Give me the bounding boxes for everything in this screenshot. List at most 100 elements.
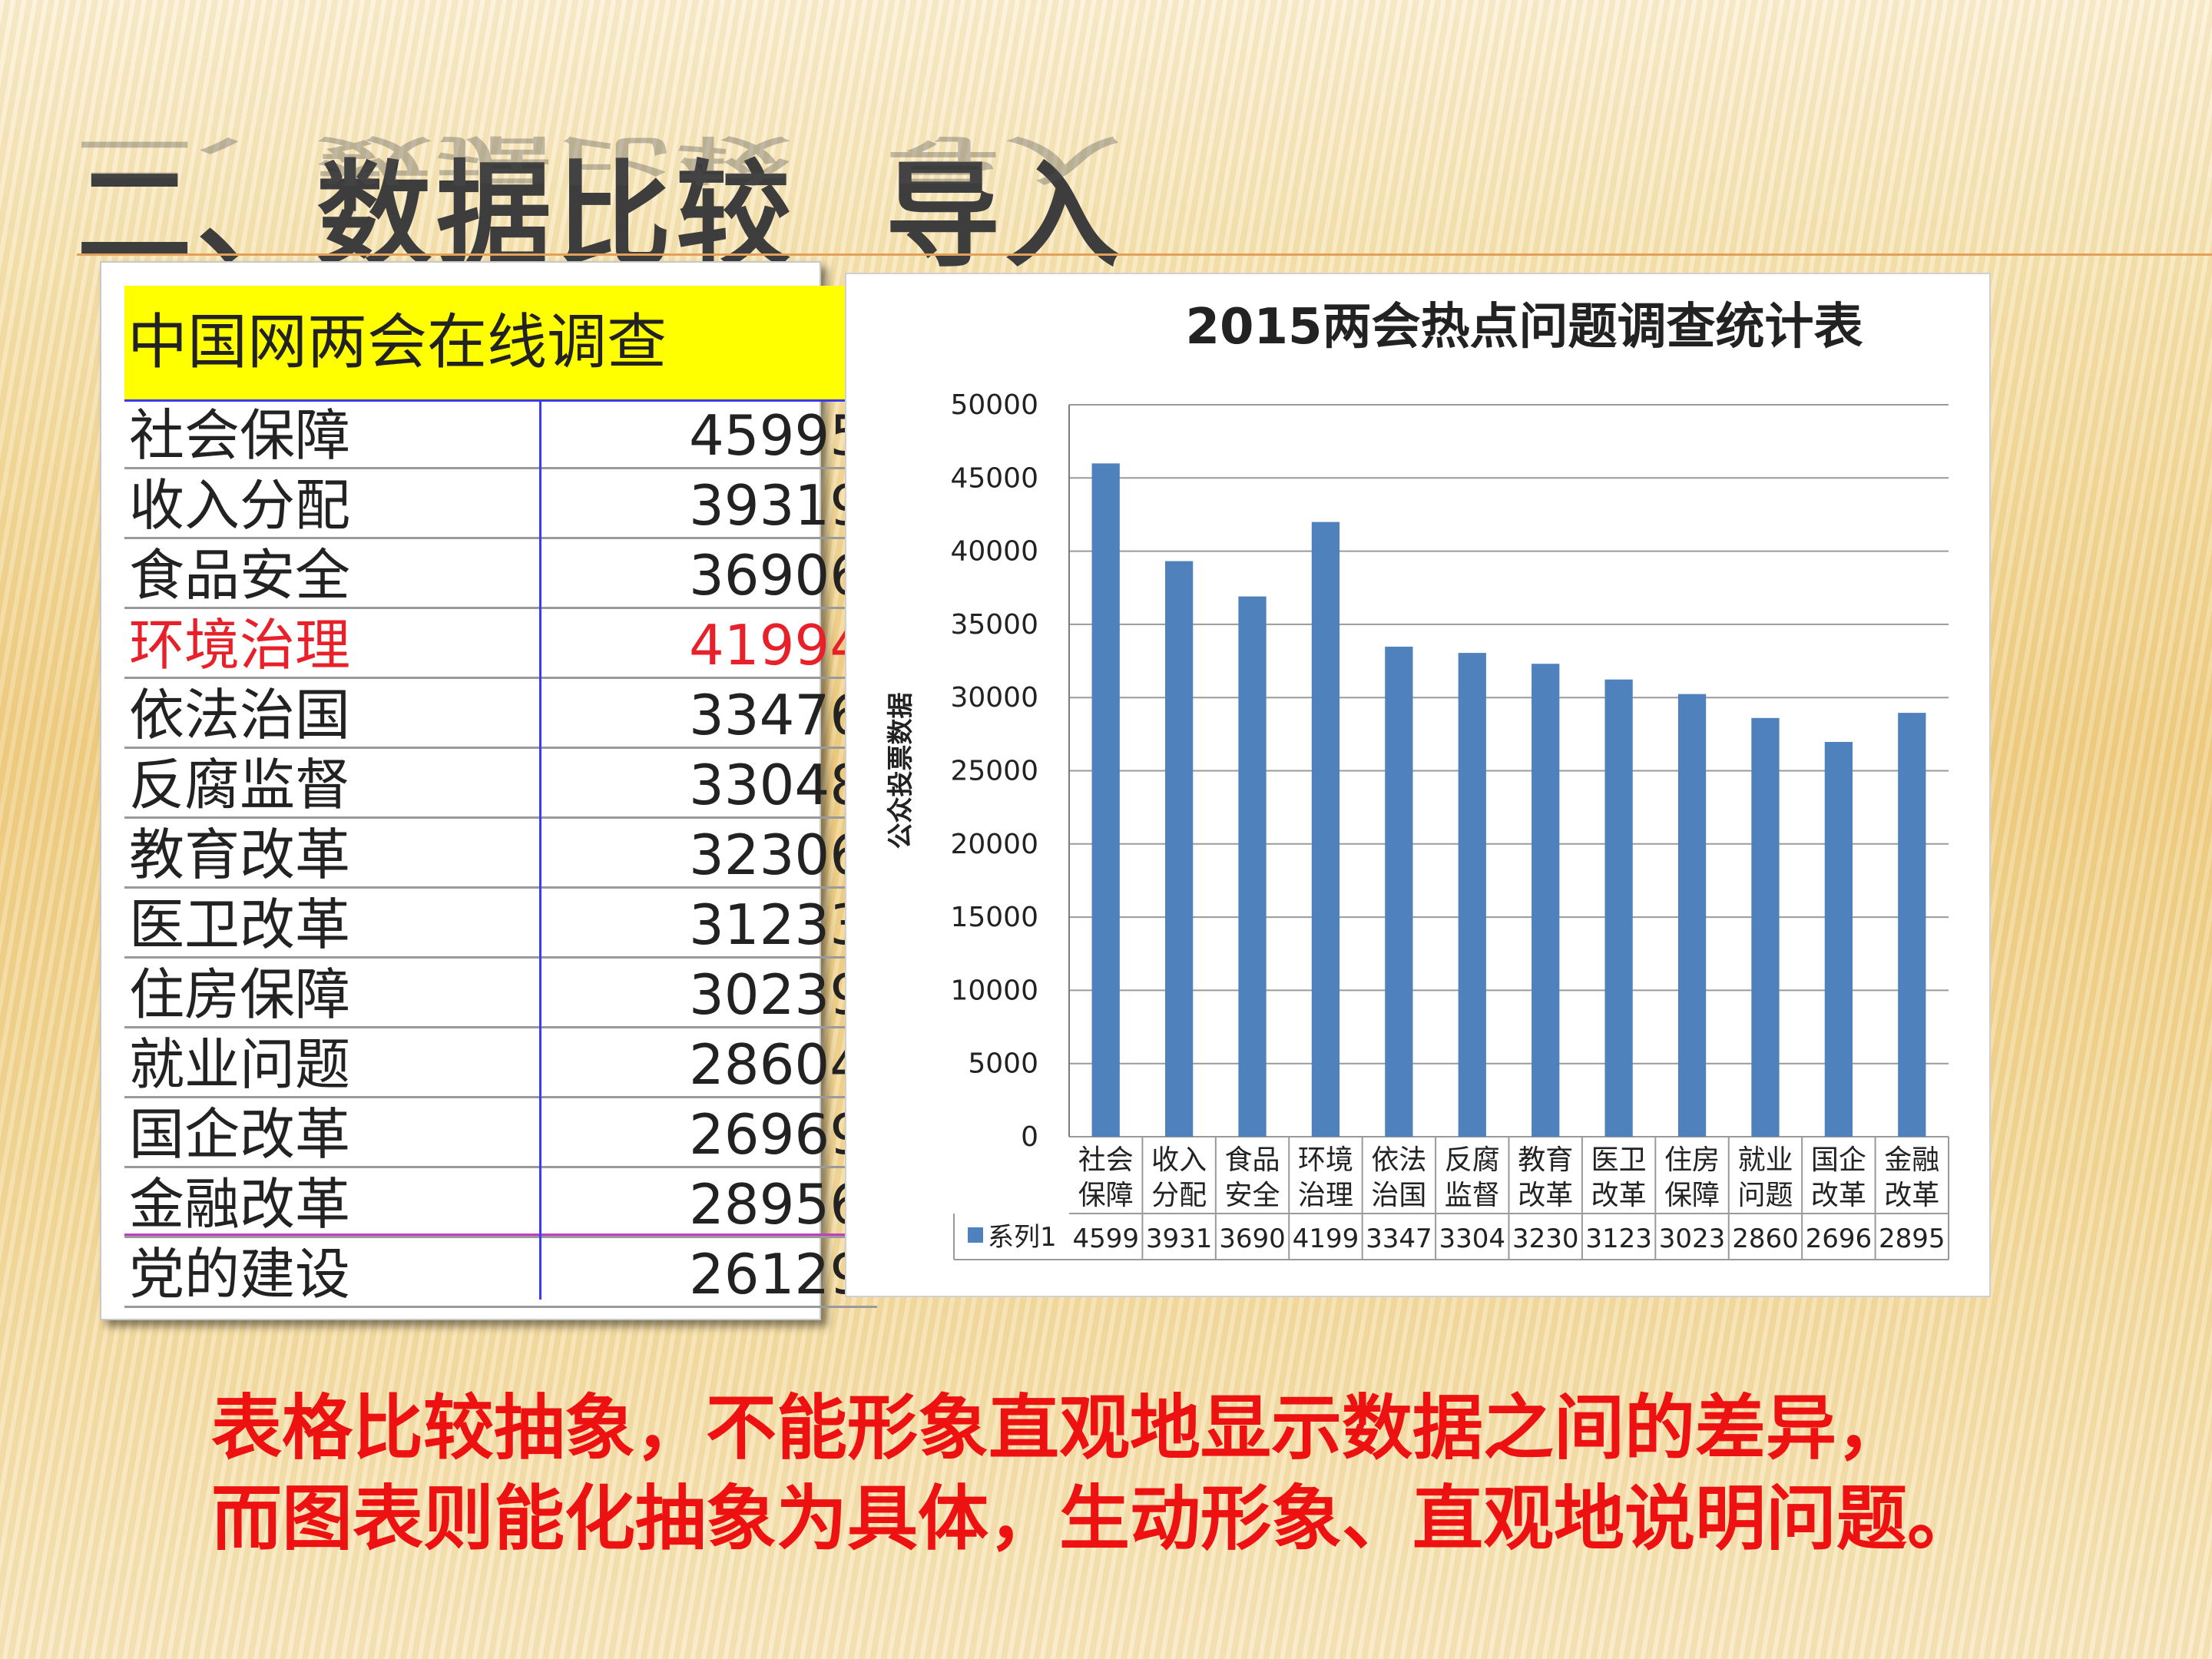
row-value: 28604 — [688, 1032, 865, 1097]
x-tick-label: 住房 — [1664, 1144, 1720, 1176]
x-tick-label: 分配 — [1151, 1180, 1207, 1211]
table-row: 食品安全 36906 — [124, 539, 877, 609]
data-label: 4199 — [1293, 1224, 1359, 1254]
x-tick-label: 治国 — [1371, 1180, 1426, 1211]
x-tick-label: 监督 — [1445, 1180, 1500, 1211]
bar — [1458, 653, 1486, 1137]
table-row: 党的建设 26129 — [124, 1238, 877, 1308]
bar — [1091, 463, 1120, 1137]
legend-label: 系列1 — [988, 1222, 1057, 1253]
row-label: 食品安全 — [129, 543, 351, 608]
y-axis-label: 公众投票数据 — [886, 693, 916, 849]
legend-swatch — [968, 1227, 983, 1243]
y-tick-label: 15000 — [950, 902, 1038, 933]
table-column-divider — [539, 401, 541, 1300]
row-label: 医卫改革 — [129, 892, 351, 957]
table-selection-border — [124, 1233, 877, 1236]
bar — [1751, 717, 1780, 1137]
table-row: 就业问题 28604 — [124, 1028, 877, 1098]
x-tick-label: 改革 — [1591, 1180, 1647, 1211]
bar — [1604, 679, 1633, 1137]
row-value: 26129 — [688, 1242, 865, 1306]
title-underline — [77, 253, 2212, 256]
data-label: 3347 — [1366, 1224, 1432, 1254]
caption-line-2: 而图表则能化抽象为具体，生动形象、直观地说明问题。 — [211, 1477, 1979, 1560]
row-value: 39319 — [688, 473, 865, 538]
row-value: 28956 — [688, 1172, 865, 1237]
table-header: 中国网两会在线调查 — [124, 286, 877, 399]
data-label: 3931 — [1146, 1224, 1213, 1254]
y-tick-label: 50000 — [950, 389, 1038, 421]
data-label: 4599 — [1072, 1224, 1139, 1254]
x-tick-label: 改革 — [1811, 1180, 1866, 1211]
bar-chart: 2015两会热点问题调查统计表 0 5000 10000 15000 20000 25000… — [845, 273, 1991, 1297]
x-tick-label: 收入 — [1151, 1144, 1207, 1176]
row-label: 国企改革 — [129, 1102, 351, 1167]
chart-svg: 2015两会热点问题调查统计表 0 5000 10000 15000 20000 25000… — [886, 299, 1949, 1260]
bar — [1824, 741, 1853, 1137]
x-tick-label: 社会 — [1078, 1144, 1134, 1176]
x-tick-label: 教育 — [1518, 1144, 1573, 1176]
x-tick-label: 改革 — [1884, 1180, 1939, 1211]
row-value: 31233 — [688, 892, 865, 957]
data-label: 2895 — [1879, 1224, 1945, 1254]
table-row: 收入分配 39319 — [124, 469, 877, 539]
bar — [1385, 646, 1413, 1137]
caption: 表格比较抽象，不能形象直观地显示数据之间的差异， 而图表则能化抽象为具体，生动形… — [211, 1382, 2131, 1564]
x-tick-label: 反腐 — [1445, 1144, 1500, 1176]
x-tick-label: 食品 — [1225, 1144, 1280, 1176]
data-label: 3230 — [1512, 1224, 1579, 1254]
y-tick-label: 25000 — [950, 756, 1038, 787]
row-label: 收入分配 — [129, 473, 351, 538]
bar — [1311, 522, 1340, 1137]
row-value: 33048 — [688, 753, 865, 817]
row-value: 26969 — [688, 1102, 865, 1167]
y-tick-label: 10000 — [950, 975, 1038, 1006]
table-row: 社会保障 45995 — [124, 399, 877, 469]
bar — [1898, 713, 1926, 1137]
row-label: 反腐监督 — [129, 753, 351, 817]
x-tick-label: 就业 — [1737, 1144, 1793, 1176]
data-label: 2860 — [1732, 1224, 1799, 1254]
x-tick-label: 国企 — [1811, 1144, 1866, 1176]
row-label: 住房保障 — [129, 962, 351, 1027]
table-top-border — [124, 399, 877, 402]
x-tick-label: 环境 — [1298, 1144, 1353, 1176]
table-row: 国企改革 26969 — [124, 1098, 877, 1168]
data-label: 3023 — [1659, 1224, 1726, 1254]
survey-table: 中国网两会在线调查 社会保障 45995 收入分配 39319 食品安全 36906 环境治… — [100, 261, 877, 1320]
chart-title: 2015两会热点问题调查统计表 — [1185, 299, 1863, 356]
row-value: 36906 — [688, 543, 865, 608]
table-row: 金融改革 28956 — [124, 1168, 877, 1238]
table-row: 依法治国 33476 — [124, 679, 877, 749]
bar — [1164, 561, 1194, 1137]
row-value: 41994 — [688, 613, 865, 677]
x-tick-label: 治理 — [1298, 1180, 1353, 1211]
y-tick-label: 45000 — [950, 462, 1038, 494]
x-tick-label: 保障 — [1664, 1180, 1720, 1211]
data-label: 3123 — [1585, 1224, 1652, 1254]
row-label: 环境治理 — [129, 613, 351, 677]
table-row: 医卫改革 31233 — [124, 889, 877, 959]
bar — [1238, 596, 1267, 1137]
x-tick-label: 医卫 — [1591, 1144, 1647, 1176]
bar — [1532, 664, 1560, 1137]
x-tick-label: 改革 — [1518, 1180, 1573, 1211]
row-label: 党的建设 — [129, 1242, 351, 1306]
x-tick-label: 依法 — [1371, 1144, 1426, 1176]
row-label: 就业问题 — [129, 1032, 351, 1097]
row-label: 依法治国 — [129, 683, 351, 747]
bar — [1677, 694, 1707, 1137]
y-tick-label: 40000 — [950, 536, 1038, 568]
row-label: 社会保障 — [129, 403, 351, 468]
data-label: 2696 — [1806, 1224, 1873, 1254]
row-value: 45995 — [688, 403, 865, 468]
row-value: 32306 — [688, 823, 865, 887]
table-row: 环境治理 41994 — [124, 609, 877, 679]
table-rows: 社会保障 45995 收入分配 39319 食品安全 36906 环境治理 41994 依法治国… — [124, 399, 877, 1308]
x-tick-label: 金融 — [1884, 1144, 1939, 1176]
x-tick-label: 安全 — [1225, 1180, 1280, 1211]
row-label: 金融改革 — [129, 1172, 351, 1237]
row-label: 教育改革 — [129, 823, 351, 887]
y-tick-label: 30000 — [950, 682, 1038, 714]
